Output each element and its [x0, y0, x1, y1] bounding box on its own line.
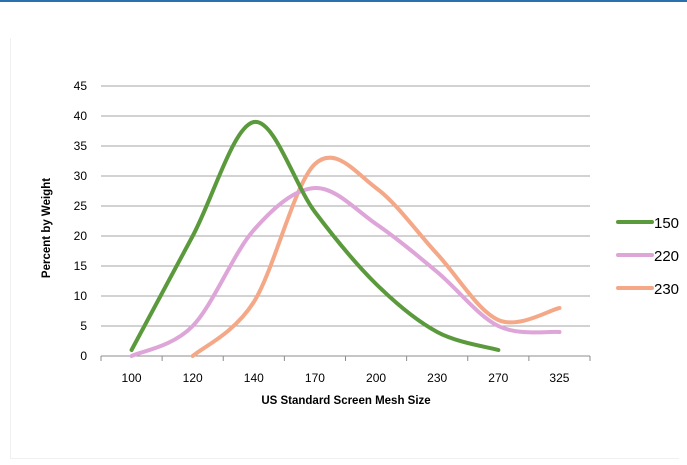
y-tick-labels: 0 5 10 15 20 25 30 35 40 45 — [74, 79, 88, 363]
y-tick-label: 5 — [80, 319, 87, 333]
axes — [100, 355, 591, 361]
legend: 150 220 230 — [616, 215, 679, 298]
chart-panel — [10, 38, 679, 459]
legend-label-220: 220 — [654, 248, 679, 265]
x-tick-label: 170 — [305, 371, 325, 385]
series-line-220 — [129, 185, 562, 358]
y-tick-label: 30 — [74, 169, 88, 183]
x-tick-label: 230 — [427, 371, 447, 385]
series-line-230 — [190, 155, 562, 358]
x-tick-label: 120 — [183, 371, 203, 385]
x-tick-label: 270 — [488, 371, 508, 385]
y-tick-label: 15 — [74, 259, 88, 273]
x-tick-labels: 100 120 140 170 200 230 270 325 — [122, 371, 570, 385]
y-tick-label: 10 — [74, 289, 88, 303]
x-axis-title: US Standard Screen Mesh Size — [261, 395, 430, 407]
gridlines — [101, 85, 590, 327]
y-tick-label: 0 — [80, 349, 87, 363]
y-tick-label: 25 — [74, 199, 88, 213]
y-tick-label: 20 — [74, 229, 88, 243]
x-tick-label: 325 — [549, 371, 569, 385]
y-tick-label: 35 — [74, 139, 88, 153]
legend-label-150: 150 — [654, 215, 679, 232]
x-tick-label: 100 — [122, 371, 142, 385]
x-tick-label: 140 — [244, 371, 264, 385]
y-tick-label: 45 — [74, 79, 88, 93]
y-axis-title: Percent by Weight — [41, 178, 53, 278]
series-line-150 — [129, 119, 501, 352]
top-rule — [0, 0, 687, 2]
legend-label-230: 230 — [654, 281, 679, 298]
x-tick-label: 200 — [366, 371, 386, 385]
y-tick-label: 40 — [74, 109, 88, 123]
series-lines — [129, 119, 562, 358]
